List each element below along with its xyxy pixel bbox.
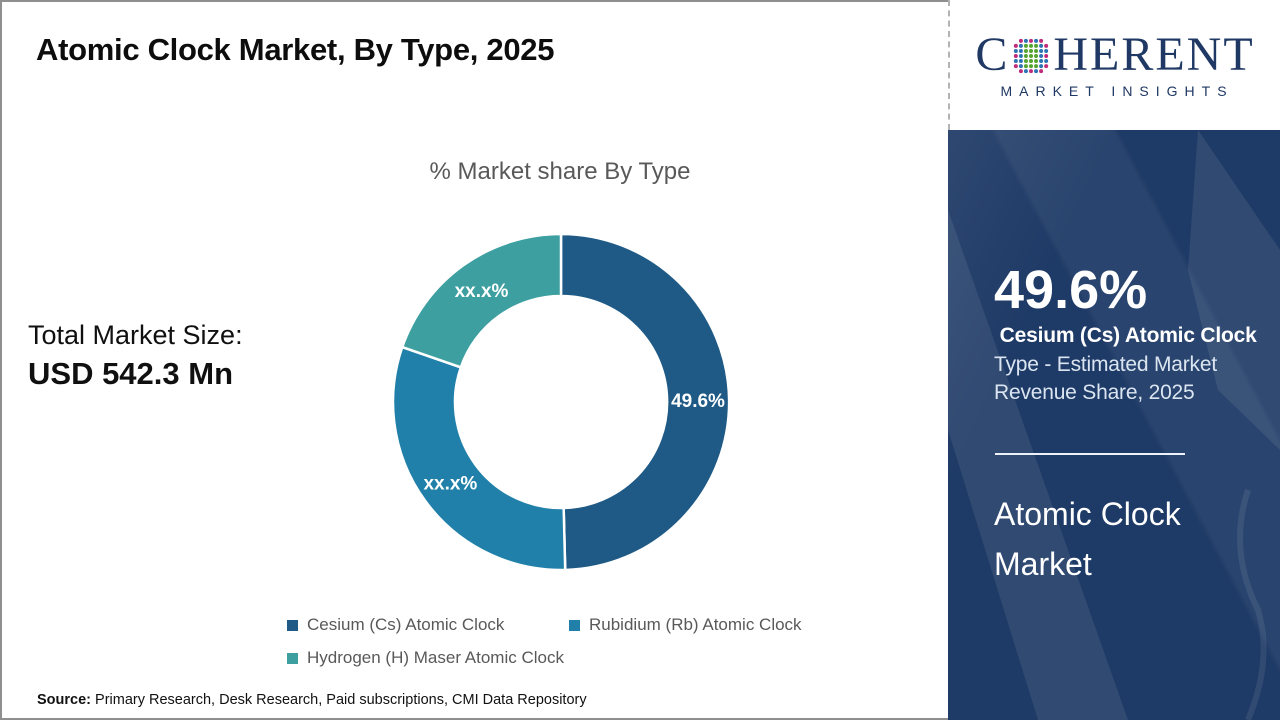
globe-dot — [1029, 48, 1034, 53]
total-market-value: USD 542.3 Mn — [28, 356, 234, 391]
donut-slice-label: xx.x% — [455, 281, 509, 302]
globe-dot — [1044, 43, 1049, 48]
globe-dot — [1039, 38, 1044, 43]
logo-area: C HERENT MARKET INSIGHTS — [948, 0, 1280, 130]
globe-dot — [1024, 48, 1029, 53]
legend-swatch-icon — [569, 619, 580, 631]
legend-swatch-icon — [287, 652, 298, 664]
total-market-label: Total Market Size: — [28, 320, 243, 350]
globe-dot — [1044, 59, 1049, 64]
chart-title: % Market share By Type — [429, 158, 691, 185]
globe-dot — [1039, 59, 1044, 64]
globe-dot — [1014, 59, 1019, 64]
donut-slice-label: xx.x% — [423, 474, 477, 495]
donut-chart: 49.6% xx.x% xx.x% — [391, 232, 731, 572]
globe-dot — [1029, 69, 1034, 74]
globe-dot — [1029, 54, 1034, 58]
globe-dot — [1024, 54, 1029, 58]
donut-slice — [400, 232, 563, 369]
globe-dot — [1029, 43, 1034, 48]
globe-dot — [1029, 64, 1034, 69]
total-market-block: Total Market Size: USD 542.3 Mn — [28, 320, 243, 392]
globe-dot — [1024, 38, 1029, 43]
legend-label: Rubidium (Rb) Atomic Clock — [589, 615, 802, 634]
globe-dot — [1029, 59, 1034, 64]
donut-slice — [391, 345, 567, 572]
globe-dot — [1039, 43, 1044, 48]
donut-slice-label: 49.6% — [671, 391, 725, 412]
legend-label: Cesium (Cs) Atomic Clock — [307, 615, 505, 634]
globe-dot — [1014, 43, 1019, 48]
globe-dot — [1019, 54, 1024, 58]
globe-dot — [1034, 64, 1039, 69]
stat-description-bold: Cesium (Cs) Atomic Clock — [994, 324, 1263, 347]
globe-dot — [1024, 64, 1029, 69]
globe-dot — [1034, 48, 1039, 53]
donut-slice — [559, 232, 731, 572]
globe-dot — [1019, 69, 1024, 74]
sidebar: 49.6% Cesium (Cs) Atomic Clock Type - Es… — [948, 130, 1280, 720]
legend-item: Hydrogen (H) Maser Atomic Clock — [287, 645, 569, 671]
globe-dot — [1044, 54, 1049, 58]
globe-dot — [1034, 59, 1039, 64]
globe-dot — [1044, 48, 1049, 53]
globe-dot — [1034, 54, 1039, 58]
stat-value: 49.6% — [994, 260, 1148, 320]
globe-dot — [1019, 64, 1024, 69]
brand-logo: C HERENT — [975, 31, 1254, 79]
source-prefix: Source: — [37, 692, 91, 708]
brand-letters-rest: HERENT — [1053, 28, 1255, 81]
globe-dot — [1039, 64, 1044, 69]
globe-dot — [1019, 43, 1024, 48]
source-line: Source: Primary Research, Desk Research,… — [37, 692, 587, 708]
globe-dot — [1034, 69, 1039, 74]
legend-swatch-icon — [287, 619, 298, 631]
chart-legend: Cesium (Cs) Atomic Clock Rubidium (Rb) At… — [287, 612, 869, 671]
legend-item: Cesium (Cs) Atomic Clock — [287, 612, 569, 638]
globe-dot — [1029, 38, 1034, 43]
globe-dot — [1014, 48, 1019, 53]
sidebar-market-name: Atomic Clock Market — [994, 496, 1181, 582]
globe-dot — [1024, 43, 1029, 48]
sidebar-divider — [995, 453, 1185, 455]
source-text: Primary Research, Desk Research, Paid su… — [91, 692, 587, 708]
globe-dot — [1039, 69, 1044, 74]
globe-dot — [1044, 64, 1049, 69]
legend-label: Hydrogen (H) Maser Atomic Clock — [307, 648, 564, 667]
globe-dot — [1014, 64, 1019, 69]
globe-dot — [1019, 38, 1024, 43]
globe-dot — [1014, 54, 1019, 58]
globe-dot — [1024, 59, 1029, 64]
legend-item: Rubidium (Rb) Atomic Clock — [569, 612, 869, 638]
brand-letter-c: C — [975, 28, 1010, 81]
globe-dot — [1019, 48, 1024, 53]
globe-dots-icon — [1014, 38, 1049, 74]
stat-description-rest: Type - Estimated Market Revenue Share, 2… — [994, 352, 1217, 405]
globe-dot — [1034, 43, 1039, 48]
brand-tagline: MARKET INSIGHTS — [1000, 83, 1234, 99]
globe-dot — [1034, 38, 1039, 43]
globe-dot — [1039, 54, 1044, 58]
page-title: Atomic Clock Market, By Type, 2025 — [36, 32, 555, 67]
stat-description: Cesium (Cs) Atomic Clock Type - Estimate… — [994, 322, 1280, 408]
globe-dot — [1039, 48, 1044, 53]
sidebar-map-texture — [948, 130, 1280, 720]
globe-dot — [1019, 59, 1024, 64]
globe-dot — [1024, 69, 1029, 74]
